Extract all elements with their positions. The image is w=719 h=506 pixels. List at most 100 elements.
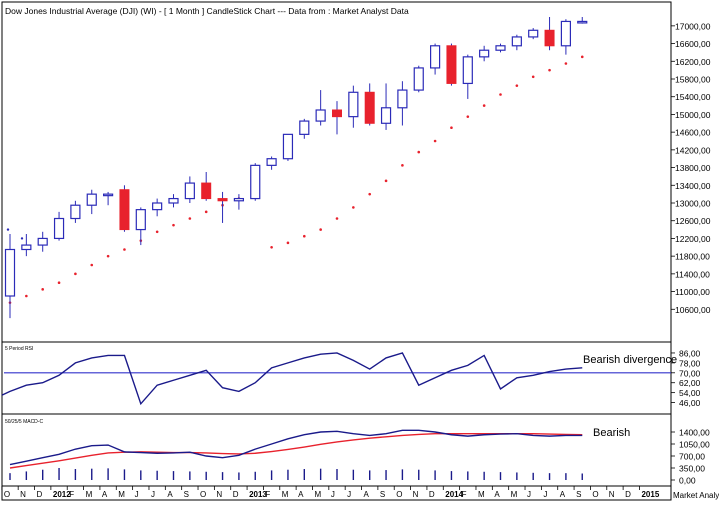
macd-group: 1400,00 1050,00 700,00 350,00 0,00 — [9, 428, 710, 486]
price-tick-label: 17000,00 — [675, 21, 711, 31]
price-tick-label: 13800,00 — [675, 163, 711, 173]
candle-body-up — [479, 49, 490, 58]
time-tick-label: F — [69, 490, 74, 499]
time-tick-label: M — [118, 490, 125, 499]
rsi-panel-title: 5 Period RSI — [5, 346, 33, 352]
candle-body-up — [266, 158, 277, 166]
time-tick-label: M — [86, 490, 93, 499]
price-tick-label: 11000,00 — [675, 287, 710, 297]
price-tick-label: 12200,00 — [675, 234, 711, 244]
price-chart-title: Dow Jones Industrial Average (DJI) (WI) … — [5, 6, 409, 16]
macd-tick-label: 0,00 — [679, 476, 696, 486]
bearish-divergence-annotation: Bearish divergence — [583, 354, 677, 366]
sar-dot — [106, 254, 110, 258]
sar-dot — [155, 230, 159, 234]
rsi-tick-label: 86,00 — [679, 348, 701, 358]
macd-line — [9, 429, 583, 466]
time-tick-label: J — [543, 490, 547, 499]
candle-body-up — [37, 237, 48, 246]
candle-body-up — [21, 244, 32, 251]
price-tick-label: 15800,00 — [675, 75, 711, 85]
sar-dot-early — [20, 237, 24, 240]
time-tick-label: J — [135, 490, 139, 499]
time-tick-label: F — [462, 490, 467, 499]
candle-body-up — [70, 204, 81, 220]
candle-body-up — [495, 45, 506, 51]
sar-dot — [270, 245, 273, 249]
candle-body-up — [462, 56, 473, 85]
time-tick-label: S — [380, 490, 385, 499]
macd-tick-label: 1400,00 — [679, 428, 710, 438]
macd-panel-title: 50/25/5 MACD-C — [5, 419, 43, 425]
sar-dot — [204, 210, 208, 214]
price-tick-label: 12600,00 — [675, 216, 711, 226]
candle-body-up — [380, 107, 392, 124]
time-tick-label: N — [609, 490, 615, 499]
candle-body-up — [511, 36, 522, 47]
time-tick-label: O — [4, 490, 10, 499]
price-tick-label: 15400,00 — [675, 92, 711, 102]
price-tick-label: 14600,00 — [675, 128, 711, 138]
sar-dot — [368, 192, 372, 196]
time-tick-label: O — [592, 490, 598, 499]
candle-body-down — [332, 109, 342, 118]
candle-body-up — [250, 164, 261, 200]
rsi-line — [1, 352, 583, 406]
time-tick-label: D — [233, 490, 239, 499]
sar-dot — [303, 234, 306, 238]
sar-dot — [319, 228, 322, 231]
candle-body-up — [53, 217, 65, 240]
candle-body-up — [102, 193, 114, 197]
sar-dot — [450, 126, 453, 130]
sar-dot — [172, 223, 175, 227]
candle-body-up — [348, 91, 359, 118]
time-tick-label: J — [347, 490, 351, 499]
time-tick-label: A — [102, 490, 108, 499]
time-tick-label: 2015 — [641, 490, 659, 499]
footer-tag: Market Analyst 6 — [673, 491, 719, 500]
candle-body-down — [201, 182, 212, 200]
sar-dot — [417, 150, 421, 154]
time-tick-label: N — [413, 490, 419, 499]
sar-dot — [401, 164, 404, 167]
price-tick-label: 16600,00 — [675, 39, 711, 49]
rsi-tick-label: 46,00 — [679, 398, 701, 408]
sar-dot — [25, 294, 28, 298]
price-tick-label: 13400,00 — [675, 181, 711, 191]
candles-group — [4, 17, 588, 319]
time-tick-label: J — [331, 490, 335, 499]
time-tick-label: D — [429, 490, 435, 499]
candle-body-up — [430, 45, 441, 69]
candle-body-up — [528, 29, 539, 38]
time-tick-label: S — [184, 490, 189, 499]
sar-dot — [499, 93, 502, 96]
candle-body-down — [544, 29, 555, 47]
macd-tick-label: 350,00 — [679, 464, 705, 474]
candle-body-up — [168, 197, 179, 204]
sar-dot — [90, 263, 94, 267]
candle-body-down — [217, 198, 228, 202]
candle-body-up — [152, 202, 163, 211]
time-tick-label: 2013 — [249, 490, 267, 499]
price-tick-label: 10600,00 — [675, 305, 711, 315]
time-tick-label: M — [478, 490, 485, 499]
sar-dot — [580, 55, 584, 59]
sar-dot — [188, 217, 192, 220]
time-tick-label: 2012 — [53, 490, 71, 499]
price-tick-label: 11400,00 — [675, 269, 710, 279]
sar-dot — [433, 139, 437, 143]
time-tick-label: F — [265, 490, 270, 499]
sar-dot — [335, 217, 339, 220]
price-tick-label: 14200,00 — [675, 145, 711, 155]
sar-dot — [466, 115, 470, 118]
candle-body-up — [577, 20, 588, 24]
candle-body-up — [315, 109, 326, 122]
time-tick-label: A — [298, 490, 304, 499]
candle-body-up — [560, 20, 572, 47]
time-tick-label: N — [216, 490, 222, 499]
candle-body-up — [397, 89, 408, 109]
sar-dot-early — [6, 228, 10, 231]
